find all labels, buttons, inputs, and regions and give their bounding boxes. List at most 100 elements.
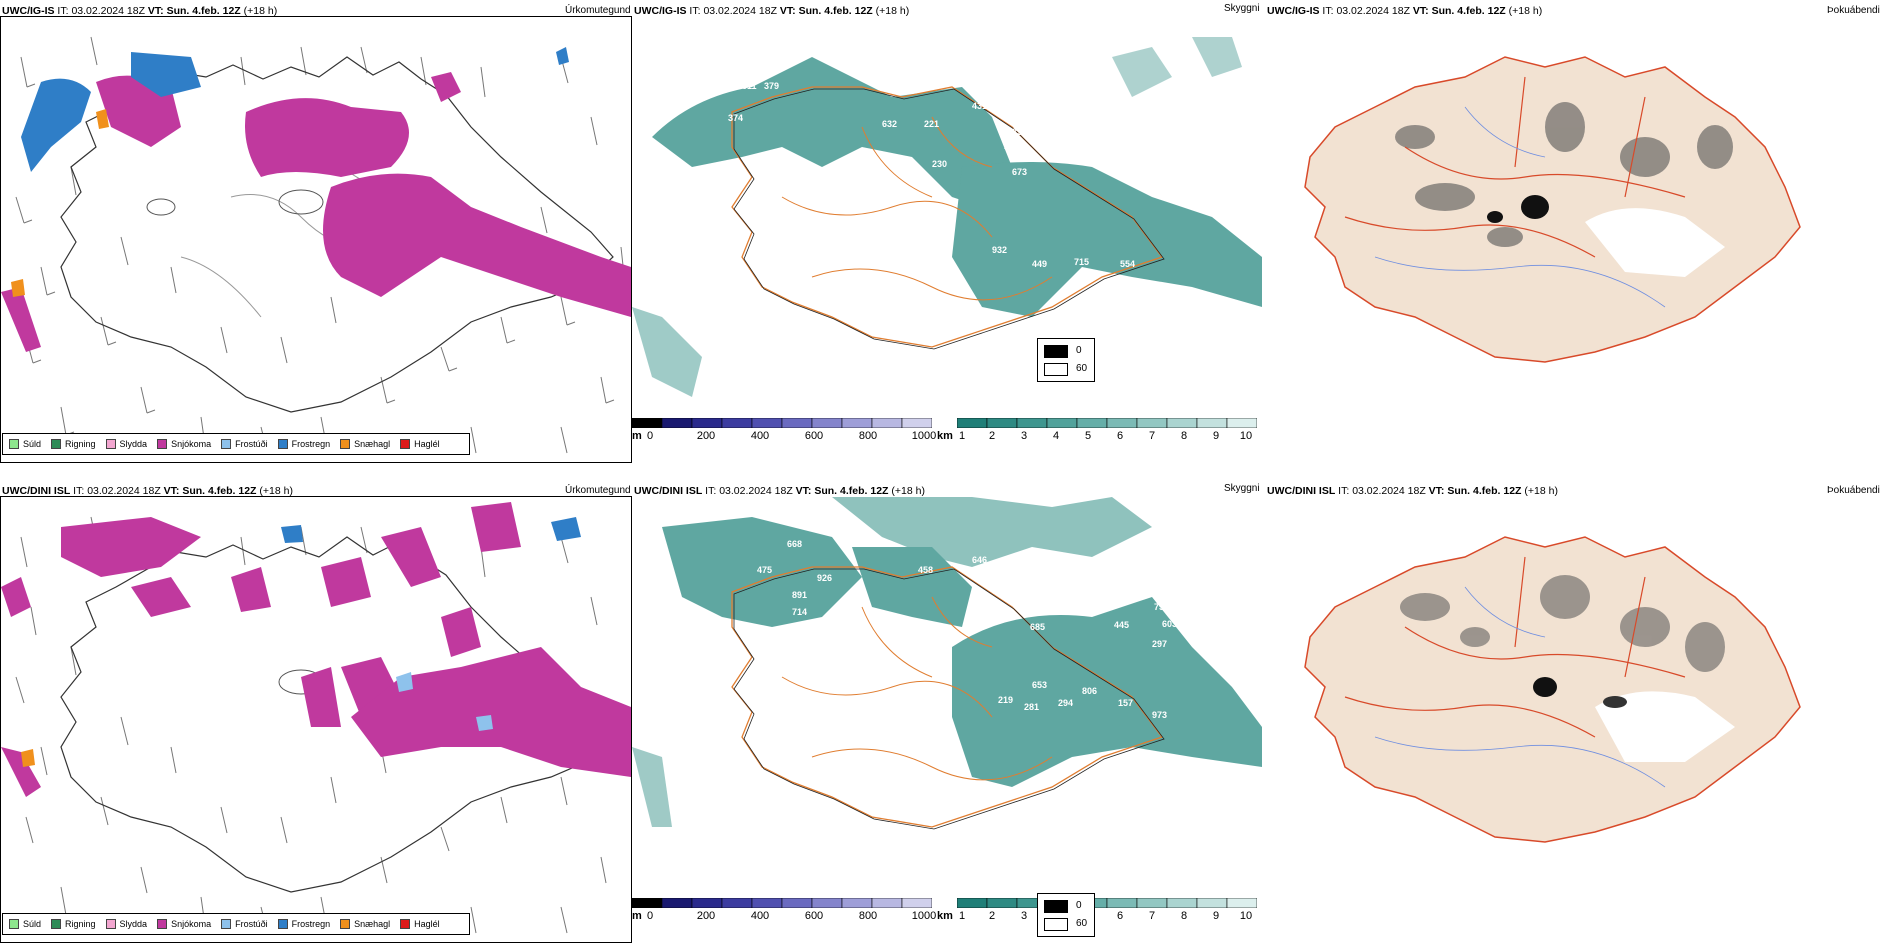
panel-header: UWC/IG-IS IT: 03.02.2024 18Z VT: Sun. 4.… bbox=[1267, 5, 1543, 17]
panel-visibility-dini: UWC/DINI ISL IT: 03.02.2024 18Z VT: Sun.… bbox=[632, 480, 1262, 950]
colorbar-segment bbox=[1046, 418, 1078, 428]
colorbar-tick: 400 bbox=[750, 910, 770, 922]
visibility-value-label: 445 bbox=[1122, 133, 1137, 143]
panel-title: Þokuábendi bbox=[1827, 5, 1880, 16]
colorbar-km bbox=[957, 418, 1257, 428]
colorbar-segment bbox=[721, 418, 753, 428]
colorbar-tick: 800 bbox=[858, 430, 878, 442]
panel-header: UWC/DINI ISL IT: 03.02.2024 18Z VT: Sun.… bbox=[634, 485, 925, 497]
colorbar-segment bbox=[1076, 418, 1108, 428]
legend-item: Frostregn bbox=[277, 919, 330, 929]
visibility-value-label: 685 bbox=[1030, 622, 1045, 632]
colorbar-tick: 3 bbox=[1020, 430, 1028, 442]
visibility-markers: 668 475 926 891 714 458 646 968 865 685 445 755 603 2… bbox=[757, 539, 1177, 720]
panel-title: Úrkomutegund bbox=[565, 485, 631, 496]
fog-legend-swatch bbox=[1044, 345, 1068, 358]
colorbar-segment bbox=[661, 418, 693, 428]
colorbar-tick: 9 bbox=[1212, 910, 1220, 922]
fog-legend-label: 0 bbox=[1076, 345, 1082, 356]
legend-item: Haglél bbox=[400, 919, 440, 929]
legend-swatch bbox=[157, 439, 168, 449]
panel-title: Skyggni bbox=[1224, 483, 1260, 494]
visibility-value-label: 333 bbox=[1012, 127, 1027, 137]
visibility-value-label: 379 bbox=[764, 81, 779, 91]
colorbar-tick: 600 bbox=[804, 430, 824, 442]
fog-index-map[interactable] bbox=[1265, 497, 1885, 897]
colorbar-segment bbox=[901, 418, 932, 428]
panel-header: UWC/DINI ISL IT: 03.02.2024 18Z VT: Sun.… bbox=[2, 485, 293, 497]
colorbar-tick: 0 bbox=[646, 910, 654, 922]
colorbar-tick: 1 bbox=[958, 430, 966, 442]
colorbar-segment bbox=[871, 418, 903, 428]
panel-fog-index-ig: UWC/IG-IS IT: 03.02.2024 18Z VT: Sun. 4.… bbox=[1037, 0, 1900, 470]
colorbar-tick: 10 bbox=[1239, 430, 1253, 442]
colorbar-segment bbox=[871, 898, 903, 908]
visibility-value-label: 865 bbox=[992, 586, 1007, 596]
visibility-value-label: 458 bbox=[918, 565, 933, 575]
legend-swatch bbox=[9, 439, 19, 449]
colorbar-km bbox=[957, 898, 1257, 908]
visibility-value-label: 511 bbox=[742, 81, 757, 91]
map-frame bbox=[0, 16, 632, 463]
colorbar-tick: 200 bbox=[696, 430, 716, 442]
legend-item: Snæhagl bbox=[340, 439, 390, 449]
legend-item: Snæhagl bbox=[340, 919, 390, 929]
colorbar-m bbox=[632, 418, 932, 428]
visibility-value-label: 926 bbox=[817, 573, 832, 583]
colorbar-segment bbox=[957, 898, 988, 908]
visibility-value-label: 668 bbox=[787, 539, 802, 549]
colorbar-segment bbox=[632, 898, 663, 908]
colorbar-segment bbox=[1166, 418, 1198, 428]
visibility-map[interactable]: 668 475 926 891 714 458 646 968 865 685 445 755 603 2… bbox=[632, 497, 1262, 897]
colorbar-tick: 600 bbox=[804, 910, 824, 922]
colorbar-tick: 9 bbox=[1212, 430, 1220, 442]
colorbar-m bbox=[632, 898, 932, 908]
colorbar-tick: 0 bbox=[646, 430, 654, 442]
visibility-value-label: 449 bbox=[1032, 259, 1047, 269]
visibility-value-label: 152 bbox=[930, 237, 945, 247]
panel-visibility-ig: UWC/IG-IS IT: 03.02.2024 18Z VT: Sun. 4.… bbox=[632, 0, 1262, 470]
fog-index-map[interactable] bbox=[1265, 17, 1885, 417]
colorbar-segment bbox=[841, 418, 873, 428]
panel-title: Úrkomutegund bbox=[565, 5, 631, 16]
legend-item: Snjókoma bbox=[157, 919, 211, 929]
fog-legend: 0 60 bbox=[1037, 893, 1095, 937]
visibility-value-label: 445 bbox=[1114, 620, 1129, 630]
panel-fog-index-dini: UWC/DINI ISL IT: 03.02.2024 18Z VT: Sun.… bbox=[1037, 480, 1900, 950]
fog-legend-label: 60 bbox=[1076, 918, 1088, 929]
colorbar-tick: 1 bbox=[958, 910, 966, 922]
legend-item: Frostregn bbox=[277, 439, 330, 449]
colorbar-segment bbox=[986, 418, 1018, 428]
fog-legend-swatch bbox=[1044, 363, 1068, 376]
fog-legend: 0 60 bbox=[1037, 338, 1095, 382]
colorbar-segment bbox=[1106, 898, 1138, 908]
legend-swatch bbox=[105, 439, 116, 449]
colorbar-segment bbox=[781, 418, 813, 428]
colorbar-m-units: m bbox=[632, 910, 642, 922]
legend-item: Snjókoma bbox=[157, 439, 211, 449]
legend-item: Frostúði bbox=[221, 439, 268, 449]
visibility-value-label: 632 bbox=[882, 119, 897, 129]
legend-item: Haglél bbox=[400, 439, 440, 449]
colorbar-tick: 10 bbox=[1239, 910, 1253, 922]
colorbar-tick: 5 bbox=[1084, 430, 1092, 442]
colorbar-segment bbox=[1136, 418, 1168, 428]
colorbar-segment bbox=[811, 898, 843, 908]
colorbar-km-units: km bbox=[937, 910, 953, 922]
legend-swatch bbox=[9, 919, 19, 929]
colorbar-tick: 1000 bbox=[911, 910, 937, 922]
visibility-map[interactable]: 511 379 374 632 221 431 333 233 241 445 317 230 673 1… bbox=[632, 17, 1262, 417]
colorbar-segment bbox=[691, 418, 723, 428]
precip-map[interactable] bbox=[1, 497, 631, 942]
visibility-value-label: 603 bbox=[1162, 619, 1177, 629]
visibility-value-label: 755 bbox=[1154, 602, 1169, 612]
precip-map[interactable] bbox=[1, 17, 631, 462]
legend-swatch bbox=[105, 919, 116, 929]
colorbar-tick: 4 bbox=[1052, 430, 1060, 442]
legend-item: Frostúði bbox=[221, 919, 268, 929]
panel-title: Skyggni bbox=[1224, 3, 1260, 14]
colorbar-tick: 7 bbox=[1148, 910, 1156, 922]
fog-legend-swatch bbox=[1044, 918, 1068, 931]
visibility-value-label: 714 bbox=[792, 607, 807, 617]
colorbar-tick: 8 bbox=[1180, 910, 1188, 922]
